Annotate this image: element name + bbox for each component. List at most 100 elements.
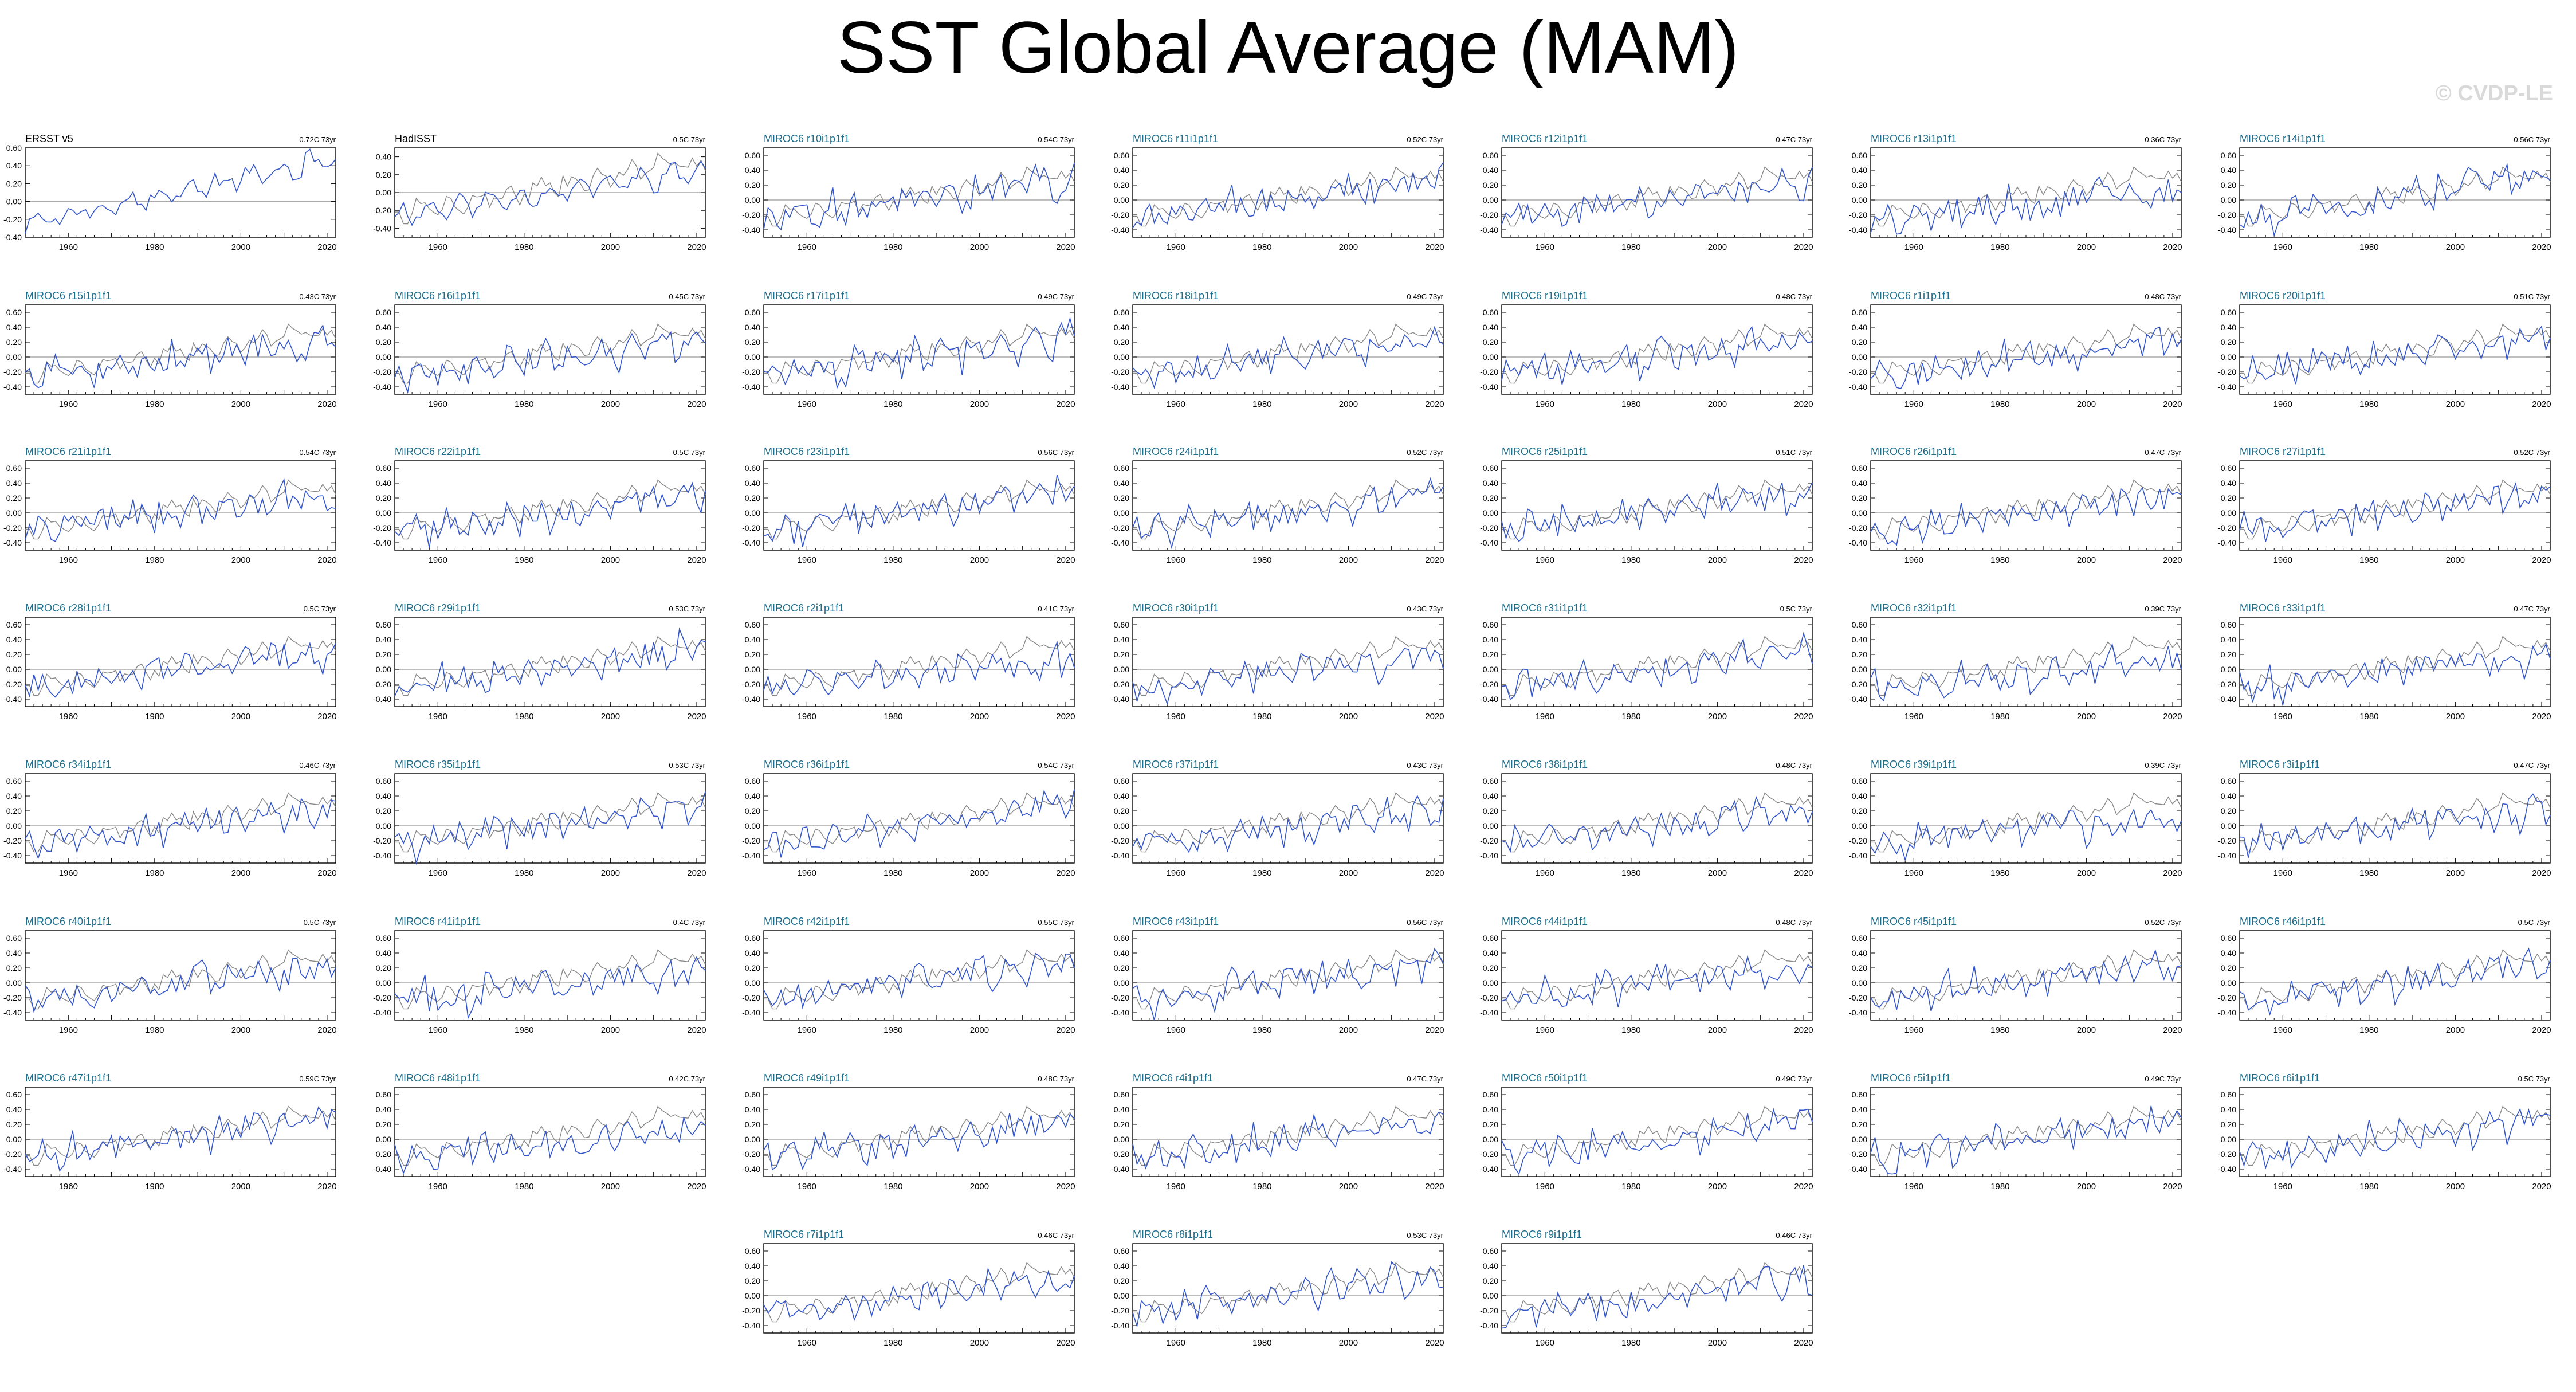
series-line-model xyxy=(1870,642,2182,702)
panel-title: MIROC6 r44i1p1f1 xyxy=(1502,916,1588,927)
y-tick-label: 0.20 xyxy=(6,1120,22,1129)
x-tick-label: 2020 xyxy=(1425,1025,1444,1035)
y-tick-label: 0.60 xyxy=(2221,464,2236,473)
y-tick-label: -0.20 xyxy=(373,836,391,845)
y-tick-label: -0.20 xyxy=(1111,210,1129,219)
y-tick-label: 0.00 xyxy=(6,197,22,206)
x-tick-label: 2000 xyxy=(2077,712,2096,722)
y-tick-label: 0.40 xyxy=(1852,1105,1867,1114)
y-tick-label: 0.00 xyxy=(376,188,391,197)
x-tick-label: 1960 xyxy=(59,868,78,878)
y-tick-label: -0.20 xyxy=(1111,523,1129,532)
panel-title: MIROC6 r38i1p1f1 xyxy=(1502,759,1588,770)
x-tick-label: 2020 xyxy=(2163,242,2182,252)
panel-title: MIROC6 r46i1p1f1 xyxy=(2240,916,2326,927)
y-tick-label: -0.40 xyxy=(3,1008,22,1017)
panel-title: MIROC6 r21i1p1f1 xyxy=(25,446,111,457)
y-tick-label: -0.20 xyxy=(742,367,760,377)
series-line-hadisst xyxy=(394,160,706,226)
panel-2: MIROC6 r10i1p1f1 0.54C 73yr 0.60 0.40 0.20 0.… xyxy=(742,133,1075,252)
panel-title: MIROC6 r42i1p1f1 xyxy=(764,916,850,927)
panel-trend: 0.48C 73yr xyxy=(1776,761,1812,770)
y-tick-label: 0.40 xyxy=(6,479,22,488)
y-tick-label: 0.60 xyxy=(2221,308,2236,317)
series-line-model xyxy=(25,641,336,698)
y-tick-label: 0.60 xyxy=(745,308,760,317)
x-tick-label: 1960 xyxy=(798,555,816,565)
y-tick-label: -0.20 xyxy=(1111,1306,1129,1315)
panel-46: MIROC6 r50i1p1f1 0.49C 73yr 0.60 0.40 0.20 0.… xyxy=(1480,1072,1813,1191)
y-tick-label: 0.60 xyxy=(376,464,391,473)
y-tick-label: 0.20 xyxy=(1483,963,1498,973)
y-tick-label: 0.40 xyxy=(2221,635,2236,644)
panel-trend: 0.51C 73yr xyxy=(1776,448,1812,457)
y-tick-label: -0.20 xyxy=(2218,993,2236,1002)
x-tick-label: 1980 xyxy=(883,712,902,722)
y-tick-label: -0.20 xyxy=(2218,523,2236,532)
y-tick-label: 0.00 xyxy=(1483,821,1498,830)
x-tick-label: 1980 xyxy=(1990,555,2009,565)
series-line-model xyxy=(1501,483,1813,542)
y-tick-label: 0.60 xyxy=(1114,1246,1129,1256)
y-tick-label: 0.00 xyxy=(1483,1291,1498,1300)
y-tick-label: 0.60 xyxy=(1114,1090,1129,1099)
y-tick-label: 0.60 xyxy=(6,1090,22,1099)
series-line-model xyxy=(763,789,1075,858)
y-tick-label: 0.60 xyxy=(1852,1090,1867,1099)
y-tick-label: 0.40 xyxy=(1483,1105,1498,1114)
x-tick-label: 2020 xyxy=(1056,1338,1075,1348)
panel-10: MIROC6 r18i1p1f1 0.49C 73yr 0.60 0.40 0.20 0.… xyxy=(1111,290,1444,409)
panel-trend: 0.5C 73yr xyxy=(2518,1075,2551,1083)
x-tick-label: 1960 xyxy=(59,712,78,722)
y-tick-label: 0.40 xyxy=(2221,948,2236,958)
series-line-model xyxy=(1132,326,1444,389)
y-tick-label: 0.20 xyxy=(1114,806,1129,815)
series-line-obs xyxy=(2240,949,2551,1010)
y-tick-label: 0.20 xyxy=(376,493,391,503)
panel-title: MIROC6 r8i1p1f1 xyxy=(1133,1229,1213,1240)
x-tick-label: 1960 xyxy=(1904,712,1923,722)
panel-44: MIROC6 r49i1p1f1 0.48C 73yr 0.60 0.40 0.20 0.… xyxy=(742,1072,1075,1191)
x-tick-label: 1980 xyxy=(145,1025,164,1035)
x-tick-label: 2000 xyxy=(2446,868,2465,878)
y-tick-label: 0.60 xyxy=(1483,934,1498,943)
panel-title: MIROC6 r47i1p1f1 xyxy=(25,1072,111,1084)
panel-33: MIROC6 r39i1p1f1 0.39C 73yr 0.60 0.40 0.20 0.… xyxy=(1849,759,2182,878)
x-tick-label: 2000 xyxy=(2446,242,2465,252)
series-line-obs xyxy=(25,1105,336,1166)
x-tick-label: 2000 xyxy=(970,1182,989,1191)
x-tick-label: 2000 xyxy=(601,399,620,409)
panel-4: MIROC6 r12i1p1f1 0.47C 73yr 0.60 0.40 0.20 0.… xyxy=(1480,133,1813,252)
panel-title: ERSST v5 xyxy=(25,133,73,144)
y-tick-label: -0.40 xyxy=(742,1008,760,1017)
panel-title: MIROC6 r17i1p1f1 xyxy=(764,290,850,301)
series-line-obs xyxy=(1871,479,2182,540)
y-tick-label: -0.40 xyxy=(742,1321,760,1330)
panel-trend: 0.47C 73yr xyxy=(1407,1075,1443,1083)
y-tick-label: 0.00 xyxy=(1114,821,1129,830)
y-tick-label: 0.00 xyxy=(1114,1135,1129,1144)
panel-22: MIROC6 r29i1p1f1 0.53C 73yr 0.60 0.40 0.20 0.… xyxy=(373,602,706,722)
y-tick-label: 0.00 xyxy=(6,821,22,830)
y-tick-label: 0.40 xyxy=(2221,791,2236,801)
series-line-obs xyxy=(764,1105,1075,1166)
y-tick-label: -0.40 xyxy=(373,538,391,547)
y-tick-label: 0.40 xyxy=(1114,1105,1129,1114)
panel-trend: 0.47C 73yr xyxy=(2514,761,2550,770)
x-tick-label: 1960 xyxy=(1536,868,1554,878)
series-line-model xyxy=(1132,1261,1444,1327)
y-tick-label: 0.00 xyxy=(1483,665,1498,674)
y-tick-label: -0.40 xyxy=(1849,225,1867,234)
panel-title: MIROC6 r37i1p1f1 xyxy=(1133,759,1219,770)
panel-13: MIROC6 r20i1p1f1 0.51C 73yr 0.60 0.40 0.20 0.… xyxy=(2218,290,2551,409)
y-tick-label: -0.40 xyxy=(1111,851,1129,860)
y-tick-label: 0.40 xyxy=(1852,166,1867,175)
x-tick-label: 2000 xyxy=(231,712,250,722)
y-tick-label: -0.20 xyxy=(742,1150,760,1159)
panel-trend: 0.53C 73yr xyxy=(669,761,705,770)
y-tick-label: 0.00 xyxy=(1483,1135,1498,1144)
series-line-model xyxy=(1132,162,1444,228)
panel-title: MIROC6 r29i1p1f1 xyxy=(395,602,481,614)
series-line-model xyxy=(763,1267,1075,1322)
x-tick-label: 1980 xyxy=(1621,712,1640,722)
